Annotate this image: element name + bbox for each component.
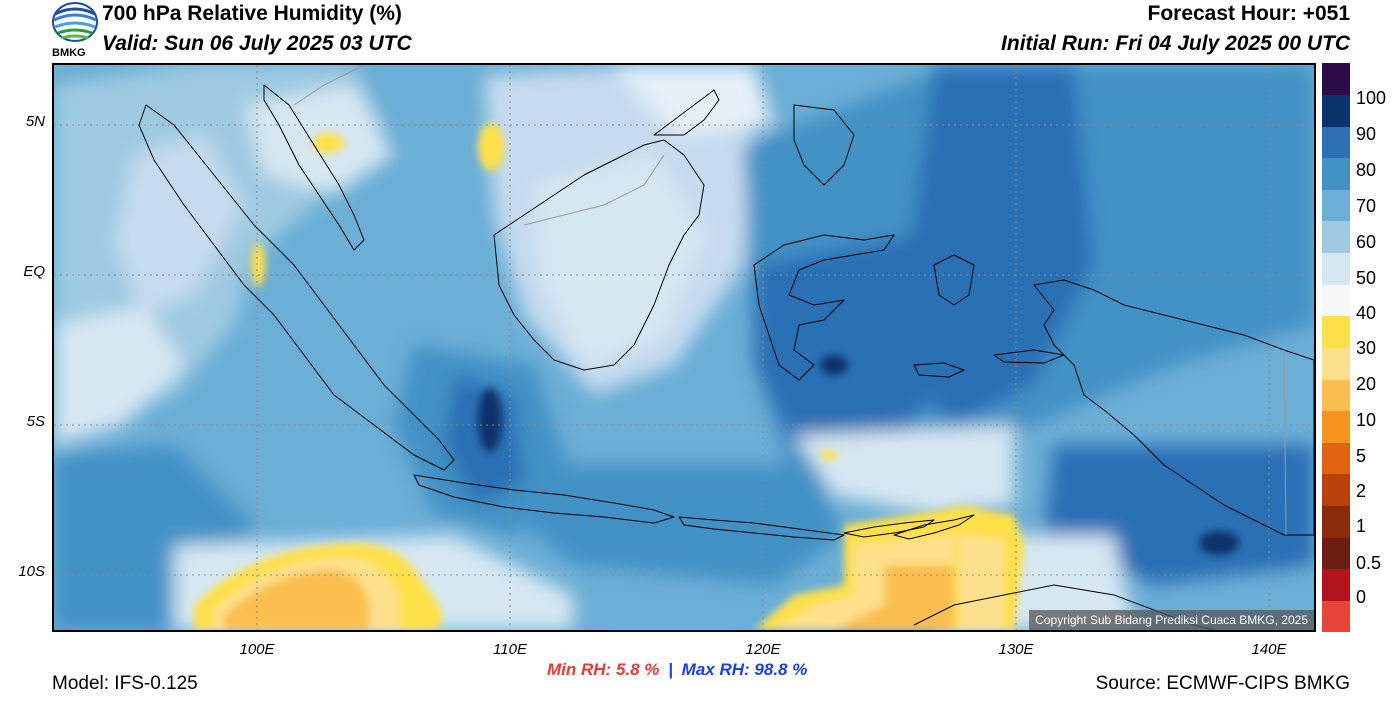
bmkg-logo-icon [50,2,100,60]
colorbar-label: 5 [1356,446,1367,466]
colorbar-segment [1322,410,1350,443]
lat-label-5n: 5N [25,113,45,130]
colorbar-label: 2 [1356,481,1367,501]
lon-label-140e: 140E [1251,641,1287,658]
colorbar-segment [1322,568,1350,601]
min-rh-label: Min RH: [547,660,612,679]
political-borders [293,65,1287,536]
colorbar-label: 40 [1356,303,1377,323]
colorbar-segment [1322,63,1350,95]
colorbar-segment [1322,379,1350,412]
copyright-notice: Copyright Sub Bidang Prediksi Cuaca BMKG… [1029,610,1314,630]
colorbar [1322,63,1350,633]
colorbar-segment [1322,252,1350,285]
colorbar-label: 20 [1356,374,1377,394]
colorbar-label: 1 [1356,516,1367,536]
colorbar-segment [1322,473,1350,506]
max-rh-label: Max RH: [681,660,750,679]
colorbar-segment [1322,537,1350,570]
lat-label-5s: 5S [26,413,45,430]
colorbar-segment [1322,157,1350,190]
rh-moist-cores [478,355,1239,555]
forecast-hour: Forecast Hour: +051 [1147,2,1351,25]
lat-label-10s: 10S [18,563,45,580]
colorbar-label: 60 [1356,232,1377,252]
rh-dry-areas [194,123,1024,630]
graticule [54,65,1314,630]
model-name: Model: IFS-0.125 [52,673,198,694]
colorbar-label: 0 [1356,587,1367,607]
colorbar-segment [1322,94,1350,127]
map-title: 700 hPa Relative Humidity (%) [102,2,402,25]
colorbar-segment [1322,315,1350,348]
lon-label-110e: 110E [493,641,527,658]
colorbar-segment [1322,505,1350,538]
colorbar-segment [1322,221,1350,254]
lon-label-120e: 120E [745,641,781,658]
valid-time: Valid: Sun 06 July 2025 03 UTC [102,32,412,55]
colorbar-label: 100 [1356,88,1387,108]
colorbar-segment [1322,442,1350,475]
colorbar-label: 50 [1356,268,1377,288]
data-source: Source: ECMWF-CIPS BMKG [1095,673,1350,694]
colorbar-label: 30 [1356,338,1377,358]
colorbar-segment [1322,284,1350,317]
colorbar-label: 70 [1356,196,1377,216]
humidity-map [52,63,1316,632]
max-rh-value: 98.8 % [754,660,808,679]
logo-text: BMKG [52,47,86,59]
rh-stats: Min RH: 5.8 % | Max RH: 98.8 % [547,660,807,680]
colorbar-label: 10 [1356,410,1377,430]
colorbar-segment [1322,347,1350,380]
min-rh-value: 5.8 % [615,660,660,679]
colorbar-label: 0.5 [1356,553,1382,573]
initial-run: Initial Run: Fri 04 July 2025 00 UTC [1001,32,1350,55]
colorbar-segment [1322,600,1350,633]
stats-separator: | [668,660,673,679]
colorbar-label: 90 [1356,124,1377,144]
coastlines [138,84,1314,630]
colorbar-label: 80 [1356,160,1377,180]
colorbar-segment [1322,189,1350,222]
colorbar-segment [1322,126,1350,159]
lat-label-eq: EQ [23,263,45,280]
lon-label-100e: 100E [239,641,275,658]
lon-label-130e: 130E [998,641,1034,658]
